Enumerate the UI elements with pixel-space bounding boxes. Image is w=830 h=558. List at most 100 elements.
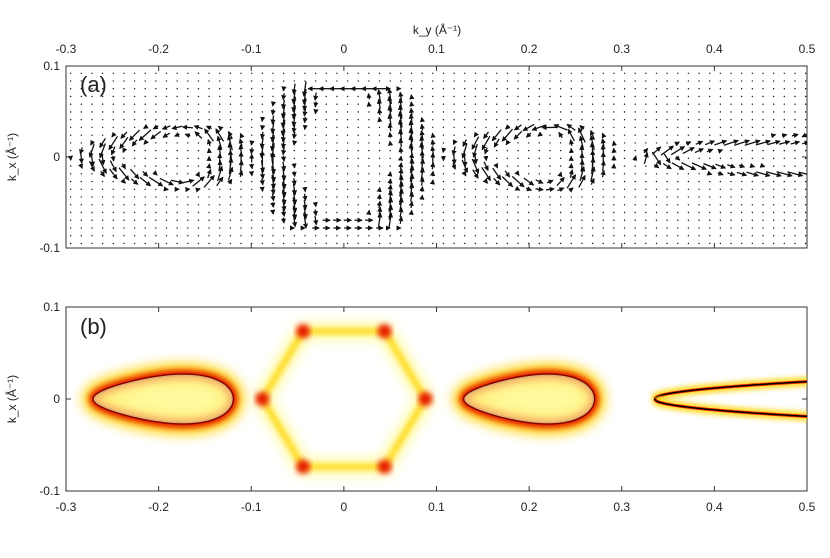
vector-dot <box>794 126 796 129</box>
vector-dot <box>80 111 82 113</box>
vector-dot <box>666 235 668 237</box>
vector-dot <box>559 165 562 167</box>
vector-dot <box>219 118 221 121</box>
vector-dot <box>645 142 647 144</box>
vector-dot <box>740 72 743 74</box>
vector-dot <box>527 211 530 214</box>
vector-dot <box>496 111 498 113</box>
vector-dot <box>591 235 594 237</box>
vector-dot <box>623 118 626 121</box>
vector-dot <box>165 227 168 229</box>
vector-dot <box>719 118 722 121</box>
vector-dot <box>687 235 690 237</box>
vector-arrow <box>717 148 724 154</box>
vector-dot <box>133 235 136 237</box>
vector-dot <box>645 173 647 175</box>
vector-arrow <box>535 179 544 184</box>
vector-dot <box>69 80 72 82</box>
vector-dot <box>772 88 775 90</box>
vector-dot <box>613 80 615 82</box>
vector-dot <box>645 95 647 98</box>
vector-arrow <box>511 175 525 188</box>
vector-dot <box>623 180 626 183</box>
vector-dot <box>751 188 754 191</box>
vector-dot <box>240 72 242 74</box>
vector-dot <box>368 134 370 136</box>
vector-arrow <box>501 128 513 142</box>
vector-dot <box>517 204 519 206</box>
vector-dot <box>804 80 807 82</box>
vector-dot <box>730 103 732 105</box>
vector-dot <box>176 118 178 121</box>
vector-dot <box>101 242 104 245</box>
vector-dot <box>314 173 317 175</box>
vector-dot <box>687 103 690 105</box>
vector-arrow <box>462 139 468 147</box>
vector-dot <box>719 72 722 74</box>
vector-dot <box>677 173 679 175</box>
vector-dot <box>591 227 594 229</box>
vector-dot <box>655 235 658 237</box>
vector-dot <box>123 196 125 198</box>
vector-dot <box>187 157 189 160</box>
panel-b: (b) -0.3 -0.2 -0.1 0 0.1 0.2 0.3 0.4 0.5 0.10-0.… <box>4 300 816 514</box>
vector-dot <box>740 242 743 245</box>
vector-dot <box>208 95 210 98</box>
vector-dot <box>538 111 541 113</box>
vector-dot <box>645 134 647 136</box>
vector-arrow <box>148 176 164 187</box>
vector-dot <box>581 204 583 206</box>
vector-dot <box>804 111 807 113</box>
vector-arrow <box>248 163 255 170</box>
vector-dot <box>442 235 445 237</box>
vector-dot <box>357 149 359 152</box>
vector-dot <box>357 165 359 167</box>
panel-a-x-tick-label: 0.5 <box>799 42 816 56</box>
vector-dot <box>282 80 285 82</box>
vector-dot <box>655 173 658 175</box>
vector-dot <box>165 80 168 82</box>
vector-dot <box>346 173 349 175</box>
vector-dot <box>155 227 157 229</box>
vector-dot <box>176 88 178 90</box>
vector-dot <box>378 126 381 129</box>
vector-dot <box>229 196 232 198</box>
vector-dot <box>794 180 796 183</box>
panel-a-vector-field <box>67 72 807 245</box>
vector-dot <box>677 80 679 82</box>
vector-dot <box>570 204 572 206</box>
panel-a-y-tick-label: 0.1 <box>43 59 60 73</box>
vector-dot <box>453 95 455 98</box>
vector-dot <box>91 118 93 121</box>
vector-arrow <box>398 146 404 154</box>
vector-dot <box>804 204 807 206</box>
vector-dot <box>730 157 732 160</box>
vector-arrow <box>387 178 393 185</box>
vector-arrow <box>513 130 523 140</box>
vector-arrow <box>397 111 403 128</box>
vector-arrow <box>408 127 414 142</box>
vector-arrow <box>138 129 152 141</box>
vector-dot <box>613 88 615 90</box>
vector-arrow <box>653 163 660 169</box>
vector-arrow <box>194 131 203 139</box>
vector-dot <box>261 242 264 245</box>
vector-dot <box>613 126 615 129</box>
vector-dot <box>357 242 359 245</box>
vector-dot <box>496 72 498 74</box>
vector-dot <box>197 204 200 206</box>
vector-dot <box>794 196 796 198</box>
vector-dot <box>133 72 136 74</box>
vector-dot <box>591 80 594 82</box>
vector-dot <box>772 227 775 229</box>
vector-dot <box>368 196 370 198</box>
vector-dot <box>208 72 210 74</box>
vector-dot <box>91 126 93 129</box>
vector-dot <box>719 180 722 183</box>
vector-dot <box>368 142 370 144</box>
vector-arrow <box>601 132 607 139</box>
vector-dot <box>80 242 82 245</box>
vector-dot <box>698 88 700 90</box>
vector-arrow <box>142 170 149 177</box>
vector-dot <box>314 118 317 121</box>
